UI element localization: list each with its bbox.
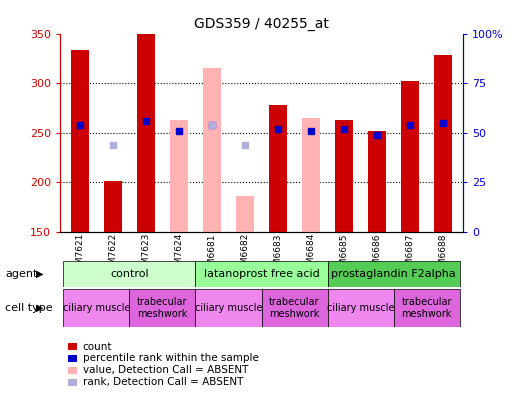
Bar: [196, 289, 262, 327]
Text: percentile rank within the sample: percentile rank within the sample: [83, 353, 258, 364]
Title: GDS359 / 40255_at: GDS359 / 40255_at: [194, 17, 329, 31]
Text: agent: agent: [5, 269, 38, 279]
Text: ciliary muscle: ciliary muscle: [195, 303, 262, 313]
Bar: [104, 181, 122, 232]
Bar: [434, 55, 452, 232]
Bar: [335, 120, 353, 232]
Text: prostaglandin F2alpha: prostaglandin F2alpha: [331, 269, 456, 279]
Bar: [327, 261, 460, 287]
Bar: [196, 261, 327, 287]
Text: trabecular
meshwork: trabecular meshwork: [137, 297, 188, 319]
Bar: [368, 131, 386, 232]
Text: latanoprost free acid: latanoprost free acid: [203, 269, 320, 279]
Text: ▶: ▶: [36, 303, 43, 313]
Bar: [170, 120, 188, 232]
Text: value, Detection Call = ABSENT: value, Detection Call = ABSENT: [83, 365, 248, 375]
Text: ▶: ▶: [36, 269, 43, 279]
Text: control: control: [110, 269, 149, 279]
Bar: [130, 289, 196, 327]
Bar: [137, 34, 155, 232]
Text: ciliary muscle: ciliary muscle: [327, 303, 394, 313]
Text: ciliary muscle: ciliary muscle: [63, 303, 130, 313]
Bar: [269, 105, 287, 232]
Bar: [262, 289, 327, 327]
Bar: [302, 118, 320, 232]
Bar: [393, 289, 460, 327]
Bar: [63, 261, 196, 287]
Bar: [401, 81, 419, 232]
Text: trabecular
meshwork: trabecular meshwork: [269, 297, 320, 319]
Bar: [236, 196, 254, 232]
Text: rank, Detection Call = ABSENT: rank, Detection Call = ABSENT: [83, 377, 243, 387]
Bar: [71, 50, 89, 232]
Bar: [63, 289, 130, 327]
Text: trabecular
meshwork: trabecular meshwork: [401, 297, 452, 319]
Text: count: count: [83, 341, 112, 352]
Bar: [203, 68, 221, 232]
Bar: [327, 289, 393, 327]
Text: cell type: cell type: [5, 303, 53, 313]
